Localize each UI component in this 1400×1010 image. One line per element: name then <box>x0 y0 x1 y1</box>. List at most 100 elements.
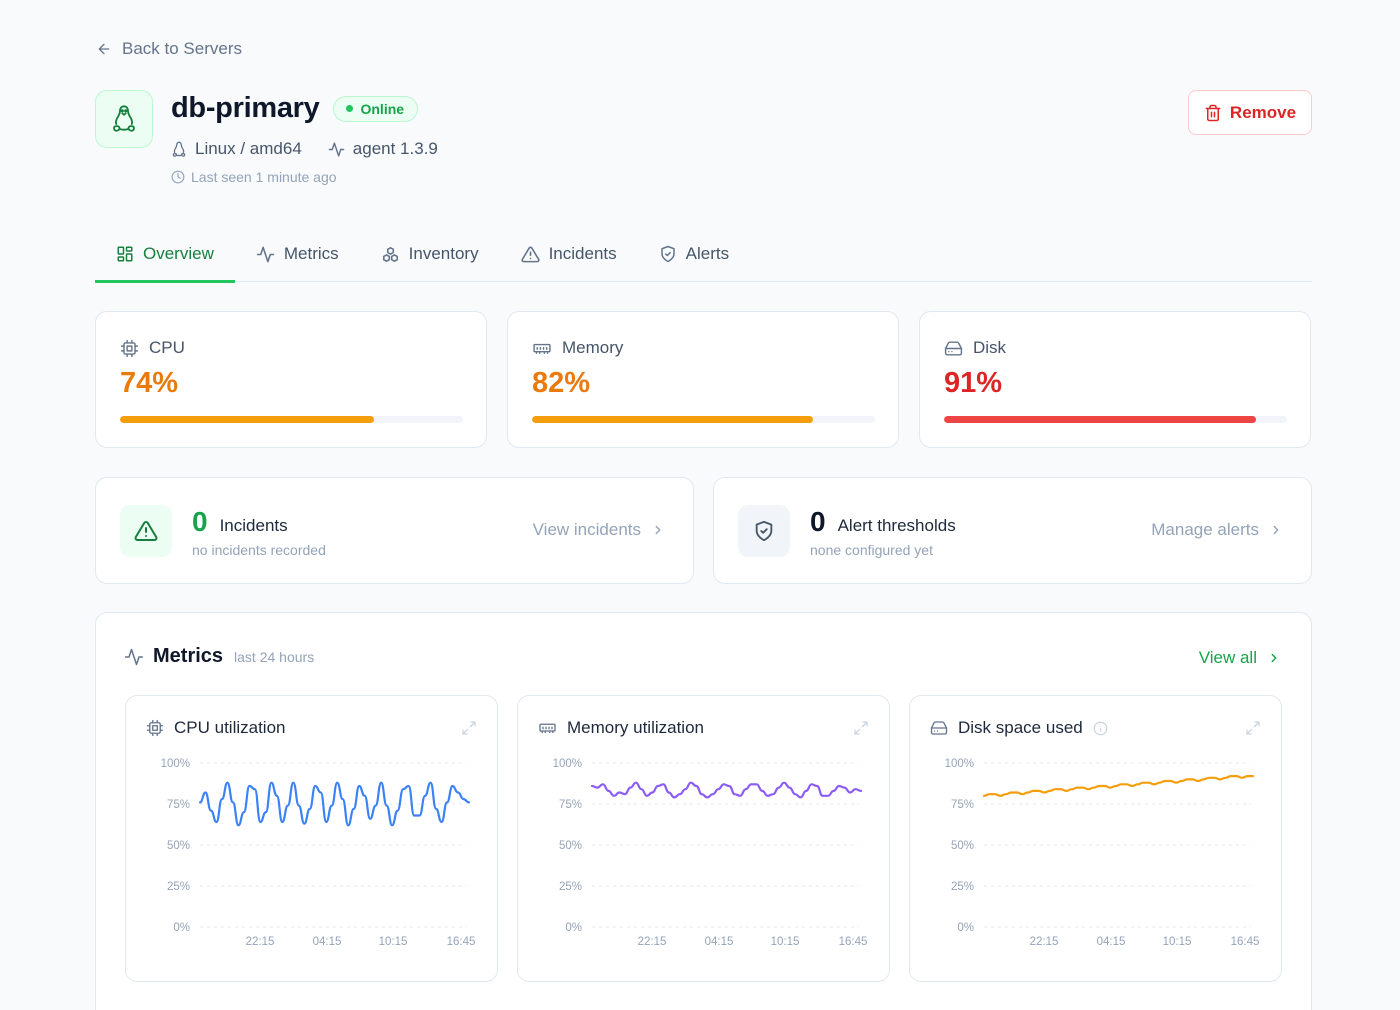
y-tick-label: 25% <box>167 881 190 893</box>
layout-grid-icon <box>116 245 134 263</box>
server-avatar <box>95 90 153 148</box>
memory-progress-bar <box>532 416 875 423</box>
metrics-header: Metrics last 24 hours <box>124 645 314 668</box>
remove-button[interactable]: Remove <box>1188 90 1312 135</box>
series-line <box>198 781 471 827</box>
back-link[interactable]: Back to Servers <box>96 39 242 59</box>
shield-check-icon <box>753 520 775 542</box>
y-tick-label: 100% <box>945 758 974 770</box>
disk-label: Disk <box>973 338 1007 357</box>
chevron-right-icon <box>1267 651 1281 665</box>
info-icon[interactable] <box>1093 721 1108 736</box>
y-tick-label: 100% <box>161 758 190 770</box>
chevron-right-icon <box>651 523 665 537</box>
disk-card-header: Disk <box>944 338 1006 358</box>
expand-icon[interactable] <box>1245 720 1261 736</box>
manage-alerts-link[interactable]: Manage alerts <box>1151 520 1283 540</box>
y-tick-label: 50% <box>951 840 974 852</box>
cpu-chart: 100% 75% 50% 25% 0% 22:15 04:15 10:15 16:45 <box>161 758 476 948</box>
incidents-count: 0 <box>192 506 208 537</box>
activity-icon <box>124 647 144 667</box>
incidents-card: 0 Incidents no incidents recorded View i… <box>95 477 694 584</box>
incidents-title: Incidents <box>219 516 288 535</box>
x-tick-label: 22:15 <box>246 936 275 948</box>
y-tick-label: 50% <box>167 840 190 852</box>
agent-label: agent 1.3.9 <box>352 139 438 158</box>
memory-progress-fill <box>532 416 814 423</box>
view-incidents-link[interactable]: View incidents <box>533 520 665 540</box>
os-info: Linux / amd64 <box>171 139 302 159</box>
y-tick-label: 75% <box>559 799 582 811</box>
hard-drive-icon <box>930 719 948 737</box>
expand-icon[interactable] <box>853 720 869 736</box>
y-tick-label: 0% <box>565 922 582 934</box>
x-tick-label: 10:15 <box>1163 936 1192 948</box>
page-title: db-primary <box>171 92 320 124</box>
tab-metrics[interactable]: Metrics <box>235 226 360 282</box>
last-seen: Last seen 1 minute ago <box>171 169 337 185</box>
cpu-value: 74% <box>120 367 179 399</box>
x-tick-label: 10:15 <box>771 936 800 948</box>
tab-bar: Overview Metrics Inventory Incidents Ale… <box>95 226 1312 283</box>
tab-overview[interactable]: Overview <box>95 226 235 283</box>
tab-label: Alerts <box>685 244 730 263</box>
tab-label: Inventory <box>408 244 479 263</box>
y-tick-label: 0% <box>957 922 974 934</box>
alerts-count: 0 <box>810 506 826 537</box>
x-tick-label: 22:15 <box>638 936 667 948</box>
disk-value: 91% <box>944 367 1003 399</box>
hard-drive-icon <box>944 339 963 358</box>
memory-label: Memory <box>562 338 624 357</box>
chart-title: Disk space used <box>958 718 1083 737</box>
incidents-subtitle: no incidents recorded <box>192 542 326 558</box>
alert-triangle-icon <box>134 519 158 543</box>
x-tick-label: 22:15 <box>1030 936 1059 948</box>
linux-penguin-icon <box>110 104 138 134</box>
chart-title: CPU utilization <box>174 718 286 737</box>
back-link-label: Back to Servers <box>122 39 242 58</box>
x-tick-label: 04:15 <box>313 936 342 948</box>
memory-chart-header: Memory utilization <box>538 718 704 738</box>
server-meta: Linux / amd64 agent 1.3.9 <box>171 139 438 159</box>
cpu-icon <box>120 339 139 358</box>
alerts-subtitle: none configured yet <box>810 542 933 558</box>
remove-button-label: Remove <box>1229 102 1297 122</box>
cpu-progress-fill <box>120 416 374 423</box>
x-tick-label: 16:45 <box>447 936 476 948</box>
metrics-subtitle: last 24 hours <box>234 648 315 665</box>
alerts-card: 0 Alert thresholds none configured yet M… <box>713 477 1312 584</box>
tab-incidents[interactable]: Incidents <box>500 226 638 282</box>
disk-chart-card: 100% 75% 50% 25% 0% 22:15 04:15 10:15 16:45 Disk… <box>909 695 1282 982</box>
view-all-label: View all <box>1198 648 1257 667</box>
status-badge: Online <box>333 95 419 122</box>
disk-chart-header: Disk space used <box>930 718 1108 738</box>
tab-inventory[interactable]: Inventory <box>360 226 500 282</box>
y-tick-label: 50% <box>559 840 582 852</box>
y-tick-label: 0% <box>173 922 190 934</box>
chart-title: Memory utilization <box>567 718 704 737</box>
y-tick-label: 25% <box>951 881 974 893</box>
cpu-card: CPU 74% <box>95 311 487 448</box>
alerts-title: Alert thresholds <box>837 516 956 535</box>
cpu-label: CPU <box>149 338 185 357</box>
y-tick-label: 100% <box>553 758 582 770</box>
expand-icon[interactable] <box>461 720 477 736</box>
tab-alerts[interactable]: Alerts <box>638 226 750 282</box>
memory-card: Memory 82% <box>507 311 899 448</box>
activity-icon <box>256 245 275 264</box>
activity-icon <box>328 141 345 158</box>
alert-triangle-icon <box>521 245 540 264</box>
view-all-link[interactable]: View all <box>1199 648 1281 668</box>
shield-icon <box>659 245 677 263</box>
boxes-icon <box>381 245 400 264</box>
status-dot-icon <box>346 105 354 112</box>
memory-chart-card: 100% 75% 50% 25% 0% 22:15 04:15 10:15 16:45 Memo… <box>517 695 890 982</box>
disk-chart: 100% 75% 50% 25% 0% 22:15 04:15 10:15 16:45 <box>945 758 1260 948</box>
cpu-chart-header: CPU utilization <box>146 718 286 738</box>
view-incidents-label: View incidents <box>532 520 641 539</box>
linux-icon <box>171 141 187 158</box>
disk-progress-fill <box>944 416 1257 423</box>
x-tick-label: 10:15 <box>379 936 408 948</box>
alerts-icon-box <box>738 505 790 557</box>
clock-icon <box>171 170 185 184</box>
